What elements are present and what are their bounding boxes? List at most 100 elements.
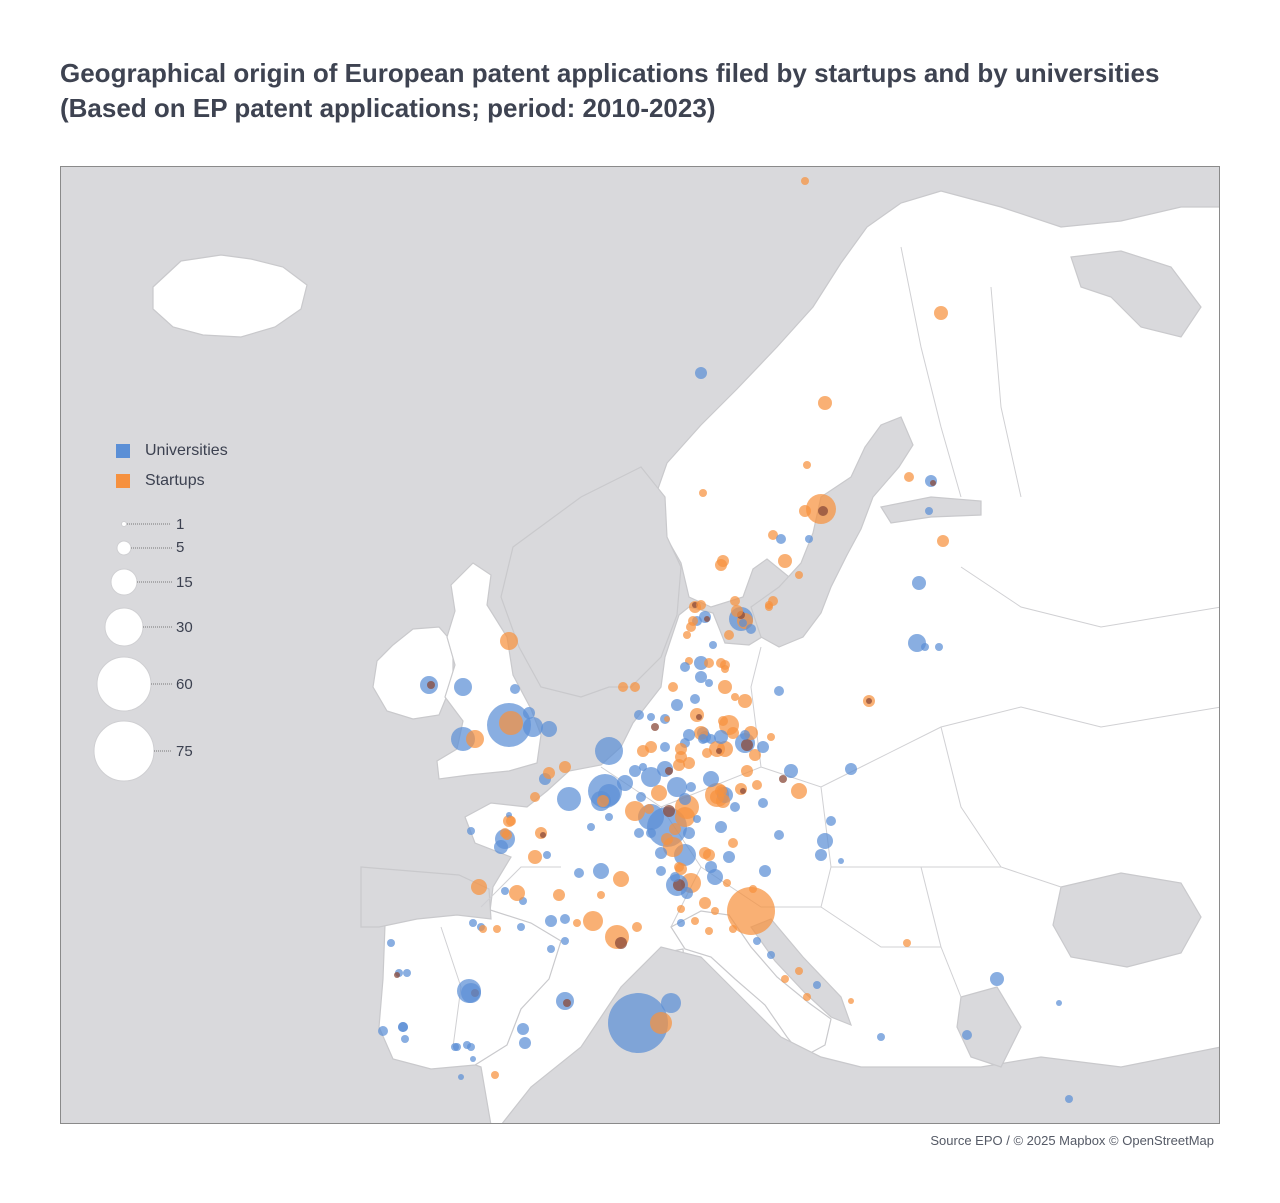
university-bubble[interactable] <box>467 827 475 835</box>
startup-bubble[interactable] <box>632 922 642 932</box>
overlap-bubble[interactable] <box>394 972 400 978</box>
startup-bubble[interactable] <box>597 795 609 807</box>
university-bubble[interactable] <box>557 787 581 811</box>
university-bubble[interactable] <box>714 730 728 744</box>
university-bubble[interactable] <box>845 763 857 775</box>
university-bubble[interactable] <box>608 993 668 1053</box>
university-bubble[interactable] <box>605 813 613 821</box>
university-bubble[interactable] <box>639 763 647 771</box>
startup-bubble[interactable] <box>625 801 645 821</box>
startup-bubble[interactable] <box>669 823 681 835</box>
startup-bubble[interactable] <box>530 792 540 802</box>
startup-bubble[interactable] <box>543 767 555 779</box>
university-bubble[interactable] <box>660 742 670 752</box>
university-bubble[interactable] <box>463 1041 471 1049</box>
startup-bubble[interactable] <box>799 505 811 517</box>
startup-bubble[interactable] <box>702 748 712 758</box>
university-bubble[interactable] <box>1065 1095 1073 1103</box>
startup-bubble[interactable] <box>723 879 731 887</box>
startup-bubble[interactable] <box>675 743 687 755</box>
overlap-bubble[interactable] <box>741 739 753 751</box>
university-bubble[interactable] <box>501 887 509 895</box>
startup-bubble[interactable] <box>848 998 854 1004</box>
university-bubble[interactable] <box>694 656 708 670</box>
startup-bubble[interactable] <box>613 871 629 887</box>
startup-bubble[interactable] <box>699 489 707 497</box>
startup-bubble[interactable] <box>573 919 581 927</box>
startup-bubble[interactable] <box>803 993 811 1001</box>
startup-bubble[interactable] <box>651 785 667 801</box>
overlap-bubble[interactable] <box>740 788 746 794</box>
university-bubble[interactable] <box>670 872 680 882</box>
startup-bubble[interactable] <box>781 975 789 983</box>
startup-bubble[interactable] <box>499 711 523 735</box>
overlap-bubble[interactable] <box>563 999 571 1007</box>
university-bubble[interactable] <box>758 798 768 808</box>
university-bubble[interactable] <box>454 678 472 696</box>
startup-bubble[interactable] <box>618 682 628 692</box>
university-bubble[interactable] <box>667 777 687 797</box>
startup-bubble[interactable] <box>818 396 832 410</box>
startup-bubble[interactable] <box>727 887 775 935</box>
university-bubble[interactable] <box>634 710 644 720</box>
startup-bubble[interactable] <box>553 889 565 901</box>
university-bubble[interactable] <box>962 1030 972 1040</box>
university-bubble[interactable] <box>646 828 656 838</box>
overlap-bubble[interactable] <box>779 775 787 783</box>
startup-bubble[interactable] <box>696 600 706 610</box>
university-bubble[interactable] <box>695 367 707 379</box>
university-bubble[interactable] <box>378 1026 388 1036</box>
university-bubble[interactable] <box>401 1035 409 1043</box>
startup-bubble[interactable] <box>673 759 685 771</box>
startup-bubble[interactable] <box>705 927 713 935</box>
university-bubble[interactable] <box>686 782 696 792</box>
overlap-bubble[interactable] <box>866 698 872 704</box>
university-bubble[interactable] <box>541 721 557 737</box>
university-bubble[interactable] <box>912 576 926 590</box>
university-bubble[interactable] <box>451 1043 459 1051</box>
startup-bubble[interactable] <box>645 741 657 753</box>
startup-bubble[interactable] <box>502 830 512 840</box>
bubble-layer[interactable] <box>378 177 1073 1103</box>
university-bubble[interactable] <box>560 914 570 924</box>
startup-bubble[interactable] <box>704 658 714 668</box>
university-bubble[interactable] <box>759 865 771 877</box>
startup-bubble[interactable] <box>803 461 811 469</box>
university-bubble[interactable] <box>935 643 943 651</box>
startup-bubble[interactable] <box>768 596 778 606</box>
university-bubble[interactable] <box>661 993 681 1013</box>
startup-bubble[interactable] <box>674 862 684 872</box>
university-bubble[interactable] <box>655 847 667 859</box>
university-bubble[interactable] <box>683 827 695 839</box>
startup-bubble[interactable] <box>644 804 654 814</box>
university-bubble[interactable] <box>517 1023 529 1035</box>
startup-bubble[interactable] <box>716 794 730 808</box>
university-bubble[interactable] <box>695 671 707 683</box>
startup-bubble[interactable] <box>664 716 670 722</box>
overlap-bubble[interactable] <box>665 767 673 775</box>
startup-bubble[interactable] <box>668 682 678 692</box>
university-bubble[interactable] <box>805 535 813 543</box>
startup-bubble[interactable] <box>677 905 685 913</box>
overlap-bubble[interactable] <box>427 681 435 689</box>
startup-bubble[interactable] <box>767 733 775 741</box>
startup-bubble[interactable] <box>768 530 778 540</box>
university-bubble[interactable] <box>681 887 693 899</box>
startup-bubble[interactable] <box>466 730 484 748</box>
university-bubble[interactable] <box>545 915 557 927</box>
overlap-bubble[interactable] <box>930 480 936 486</box>
university-bubble[interactable] <box>703 771 719 787</box>
startup-bubble[interactable] <box>528 850 542 864</box>
university-bubble[interactable] <box>629 765 641 777</box>
university-bubble[interactable] <box>705 861 717 873</box>
startup-bubble[interactable] <box>801 177 809 185</box>
startup-bubble[interactable] <box>500 632 518 650</box>
university-bubble[interactable] <box>561 937 569 945</box>
startup-bubble[interactable] <box>728 838 738 848</box>
startup-bubble[interactable] <box>718 716 728 726</box>
startup-bubble[interactable] <box>650 1012 672 1034</box>
university-bubble[interactable] <box>403 969 411 977</box>
startup-bubble[interactable] <box>471 879 487 895</box>
startup-bubble[interactable] <box>703 849 715 861</box>
startup-bubble[interactable] <box>752 780 762 790</box>
